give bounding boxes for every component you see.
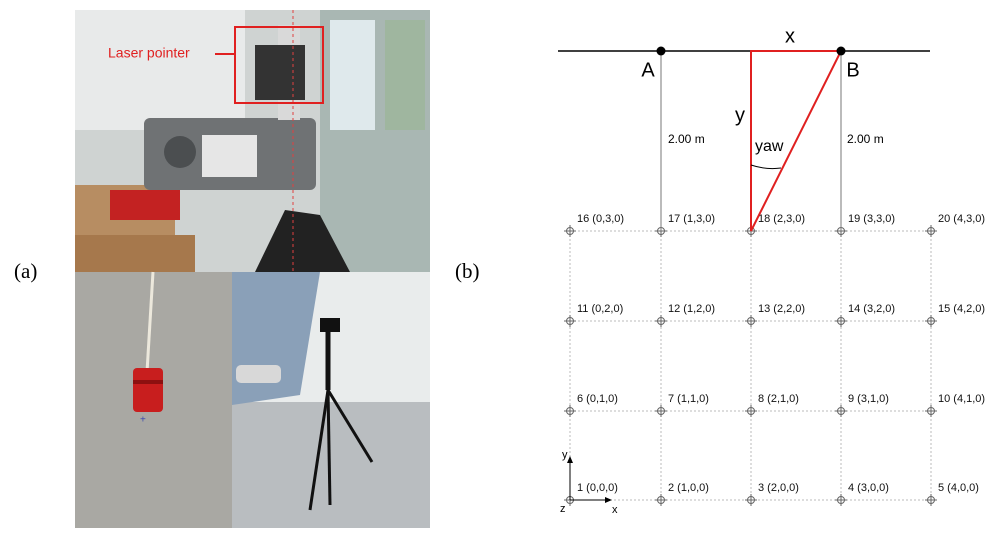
height-label: y (735, 104, 745, 126)
node-label: 17 (1,3,0) (668, 213, 715, 225)
photo-top: Laser pointer (75, 10, 430, 272)
node-label: 20 (4,3,0) (938, 213, 985, 225)
distance-label: 2.00 m (847, 132, 884, 146)
photo-bottom-right (232, 272, 430, 528)
node-grid: 1 (0,0,0) 2 (1,0,0) 3 (2,0,0) 4 (3,0,0) 5 (4… (564, 213, 985, 506)
node-label: 3 (2,0,0) (758, 482, 799, 494)
point-label: B (846, 59, 859, 81)
node-label: 19 (3,3,0) (848, 213, 895, 225)
axis-label: x (612, 504, 618, 516)
node-label: 2 (1,0,0) (668, 482, 709, 494)
node-label: 4 (3,0,0) (848, 482, 889, 494)
node-label: 10 (4,1,0) (938, 393, 985, 405)
node-label: 9 (3,1,0) (848, 393, 889, 405)
node-label: 8 (2,1,0) (758, 393, 799, 405)
point-label: A (641, 59, 655, 81)
axis-label: y (562, 449, 568, 461)
node-label: 1 (0,0,0) (577, 482, 618, 494)
axes-icon (567, 456, 612, 503)
node-label: 13 (2,2,0) (758, 303, 805, 315)
annotation: Laser pointer (108, 45, 190, 61)
node-label: 18 (2,3,0) (758, 213, 805, 225)
distance-label: 2.00 m (668, 132, 705, 146)
node-label: 5 (4,0,0) (938, 482, 979, 494)
photo-bottom-left: + (75, 272, 232, 528)
panel-label: (b) (455, 259, 480, 283)
node-label: 14 (3,2,0) (848, 303, 895, 315)
node-label: 7 (1,1,0) (668, 393, 709, 405)
node-label: 6 (0,1,0) (577, 393, 618, 405)
segment-label: x (785, 25, 795, 47)
figure: (a) Laser pointer + (0, 0, 1000, 531)
angle-label: yaw (755, 138, 784, 155)
floor-mark: + (140, 415, 146, 426)
node-label: 16 (0,3,0) (577, 213, 624, 225)
node-label: 12 (1,2,0) (668, 303, 715, 315)
axis-label: z (560, 503, 566, 515)
panel-label: (a) (14, 259, 37, 283)
node-label: 15 (4,2,0) (938, 303, 985, 315)
node-label: 11 (0,2,0) (577, 303, 623, 315)
